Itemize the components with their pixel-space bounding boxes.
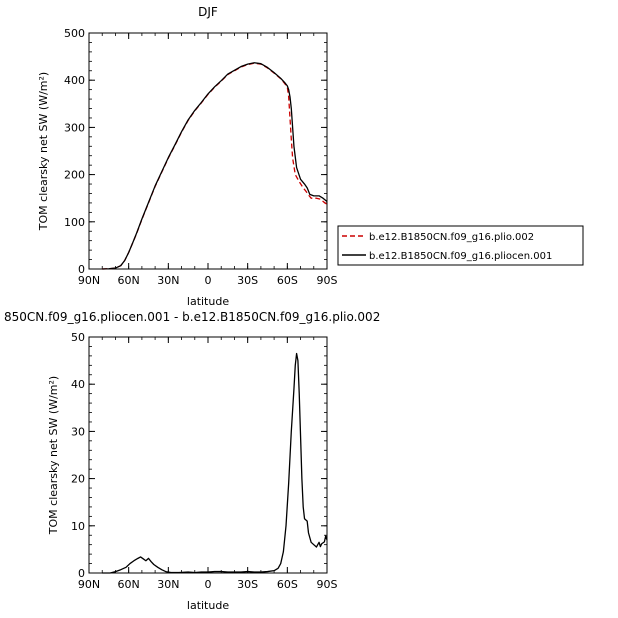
top-x-tick-label: 90S: [317, 274, 338, 287]
legend-box: [337, 225, 584, 266]
top-y-tick-label: 300: [64, 121, 85, 134]
bottom-x-tick-label: 30S: [237, 578, 258, 591]
top-x-axis-label: latitude: [187, 295, 229, 308]
top-chart-title: DJF: [198, 5, 218, 19]
top-x-tick-label: 0: [205, 274, 212, 287]
bottom-y-tick-label: 40: [71, 378, 85, 391]
top-y-tick-label: 500: [64, 27, 85, 40]
bottom-x-axis-label: latitude: [187, 599, 229, 612]
bottom-axis-ticks: 90N 60N 30N 0 30S 60S 90S 0 10 20 30 40 50: [71, 331, 338, 591]
top-y-axis-label: TOM clearsky net SW (W/m²): [37, 72, 50, 231]
bottom-x-tick-label: 90S: [317, 578, 338, 591]
bottom-x-tick-label: 60S: [277, 578, 298, 591]
top-axis-ticks: 90N 60N 30N 0 30S 60S 90S 0 100 200 300 400 500: [64, 27, 338, 287]
top-x-tick-label: 60S: [277, 274, 298, 287]
legend-label-pliocen-001: b.e12.B1850CN.f09_g16.pliocen.001: [369, 251, 552, 262]
bottom-panel: 850CN.f09_g16.pliocen.001 - b.e12.B1850C…: [4, 310, 380, 612]
bottom-x-tick-label: 0: [205, 578, 212, 591]
top-y-tick-label: 100: [64, 216, 85, 229]
bottom-x-tick-label: 30N: [157, 578, 179, 591]
top-y-tick-label: 200: [64, 169, 85, 182]
top-x-tick-label: 60N: [118, 274, 140, 287]
bottom-y-tick-label: 30: [71, 425, 85, 438]
bottom-plot-frame: [88, 336, 328, 574]
bottom-chart-title: 850CN.f09_g16.pliocen.001 - b.e12.B1850C…: [4, 310, 380, 324]
top-x-tick-label: 90N: [78, 274, 100, 287]
top-panel: DJF 90N 60N 30N 0 30S 60S 90S0100200300400500 …: [37, 5, 338, 308]
top-x-tick-label: 30S: [237, 274, 258, 287]
legend: b.e12.B1850CN.f09_g16.plio.002 b.e12.B18…: [337, 225, 584, 266]
bottom-x-tick-label: 60N: [118, 578, 140, 591]
legend-label-plio-002: b.e12.B1850CN.f09_g16.plio.002: [369, 232, 534, 243]
top-plot-frame: [88, 32, 328, 270]
top-series-lines: [102, 62, 328, 270]
top-x-tick-label: 30N: [157, 274, 179, 287]
top-series-line-1: [102, 62, 328, 270]
bottom-y-axis-label: TOM clearsky net SW (W/m²): [47, 376, 60, 535]
top-y-tick-label: 400: [64, 74, 85, 87]
top-y-tick-label: 0: [78, 263, 85, 276]
bottom-series-lines: [102, 352, 328, 574]
bottom-series-line-0: [102, 352, 328, 574]
bottom-y-tick-label: 10: [71, 520, 85, 533]
bottom-y-tick-label: 20: [71, 473, 85, 486]
bottom-x-tick-label: 90N: [78, 578, 100, 591]
bottom-y-tick-label: 0: [78, 567, 85, 580]
top-series-line-0: [102, 62, 328, 270]
bottom-y-tick-label: 50: [71, 331, 85, 344]
